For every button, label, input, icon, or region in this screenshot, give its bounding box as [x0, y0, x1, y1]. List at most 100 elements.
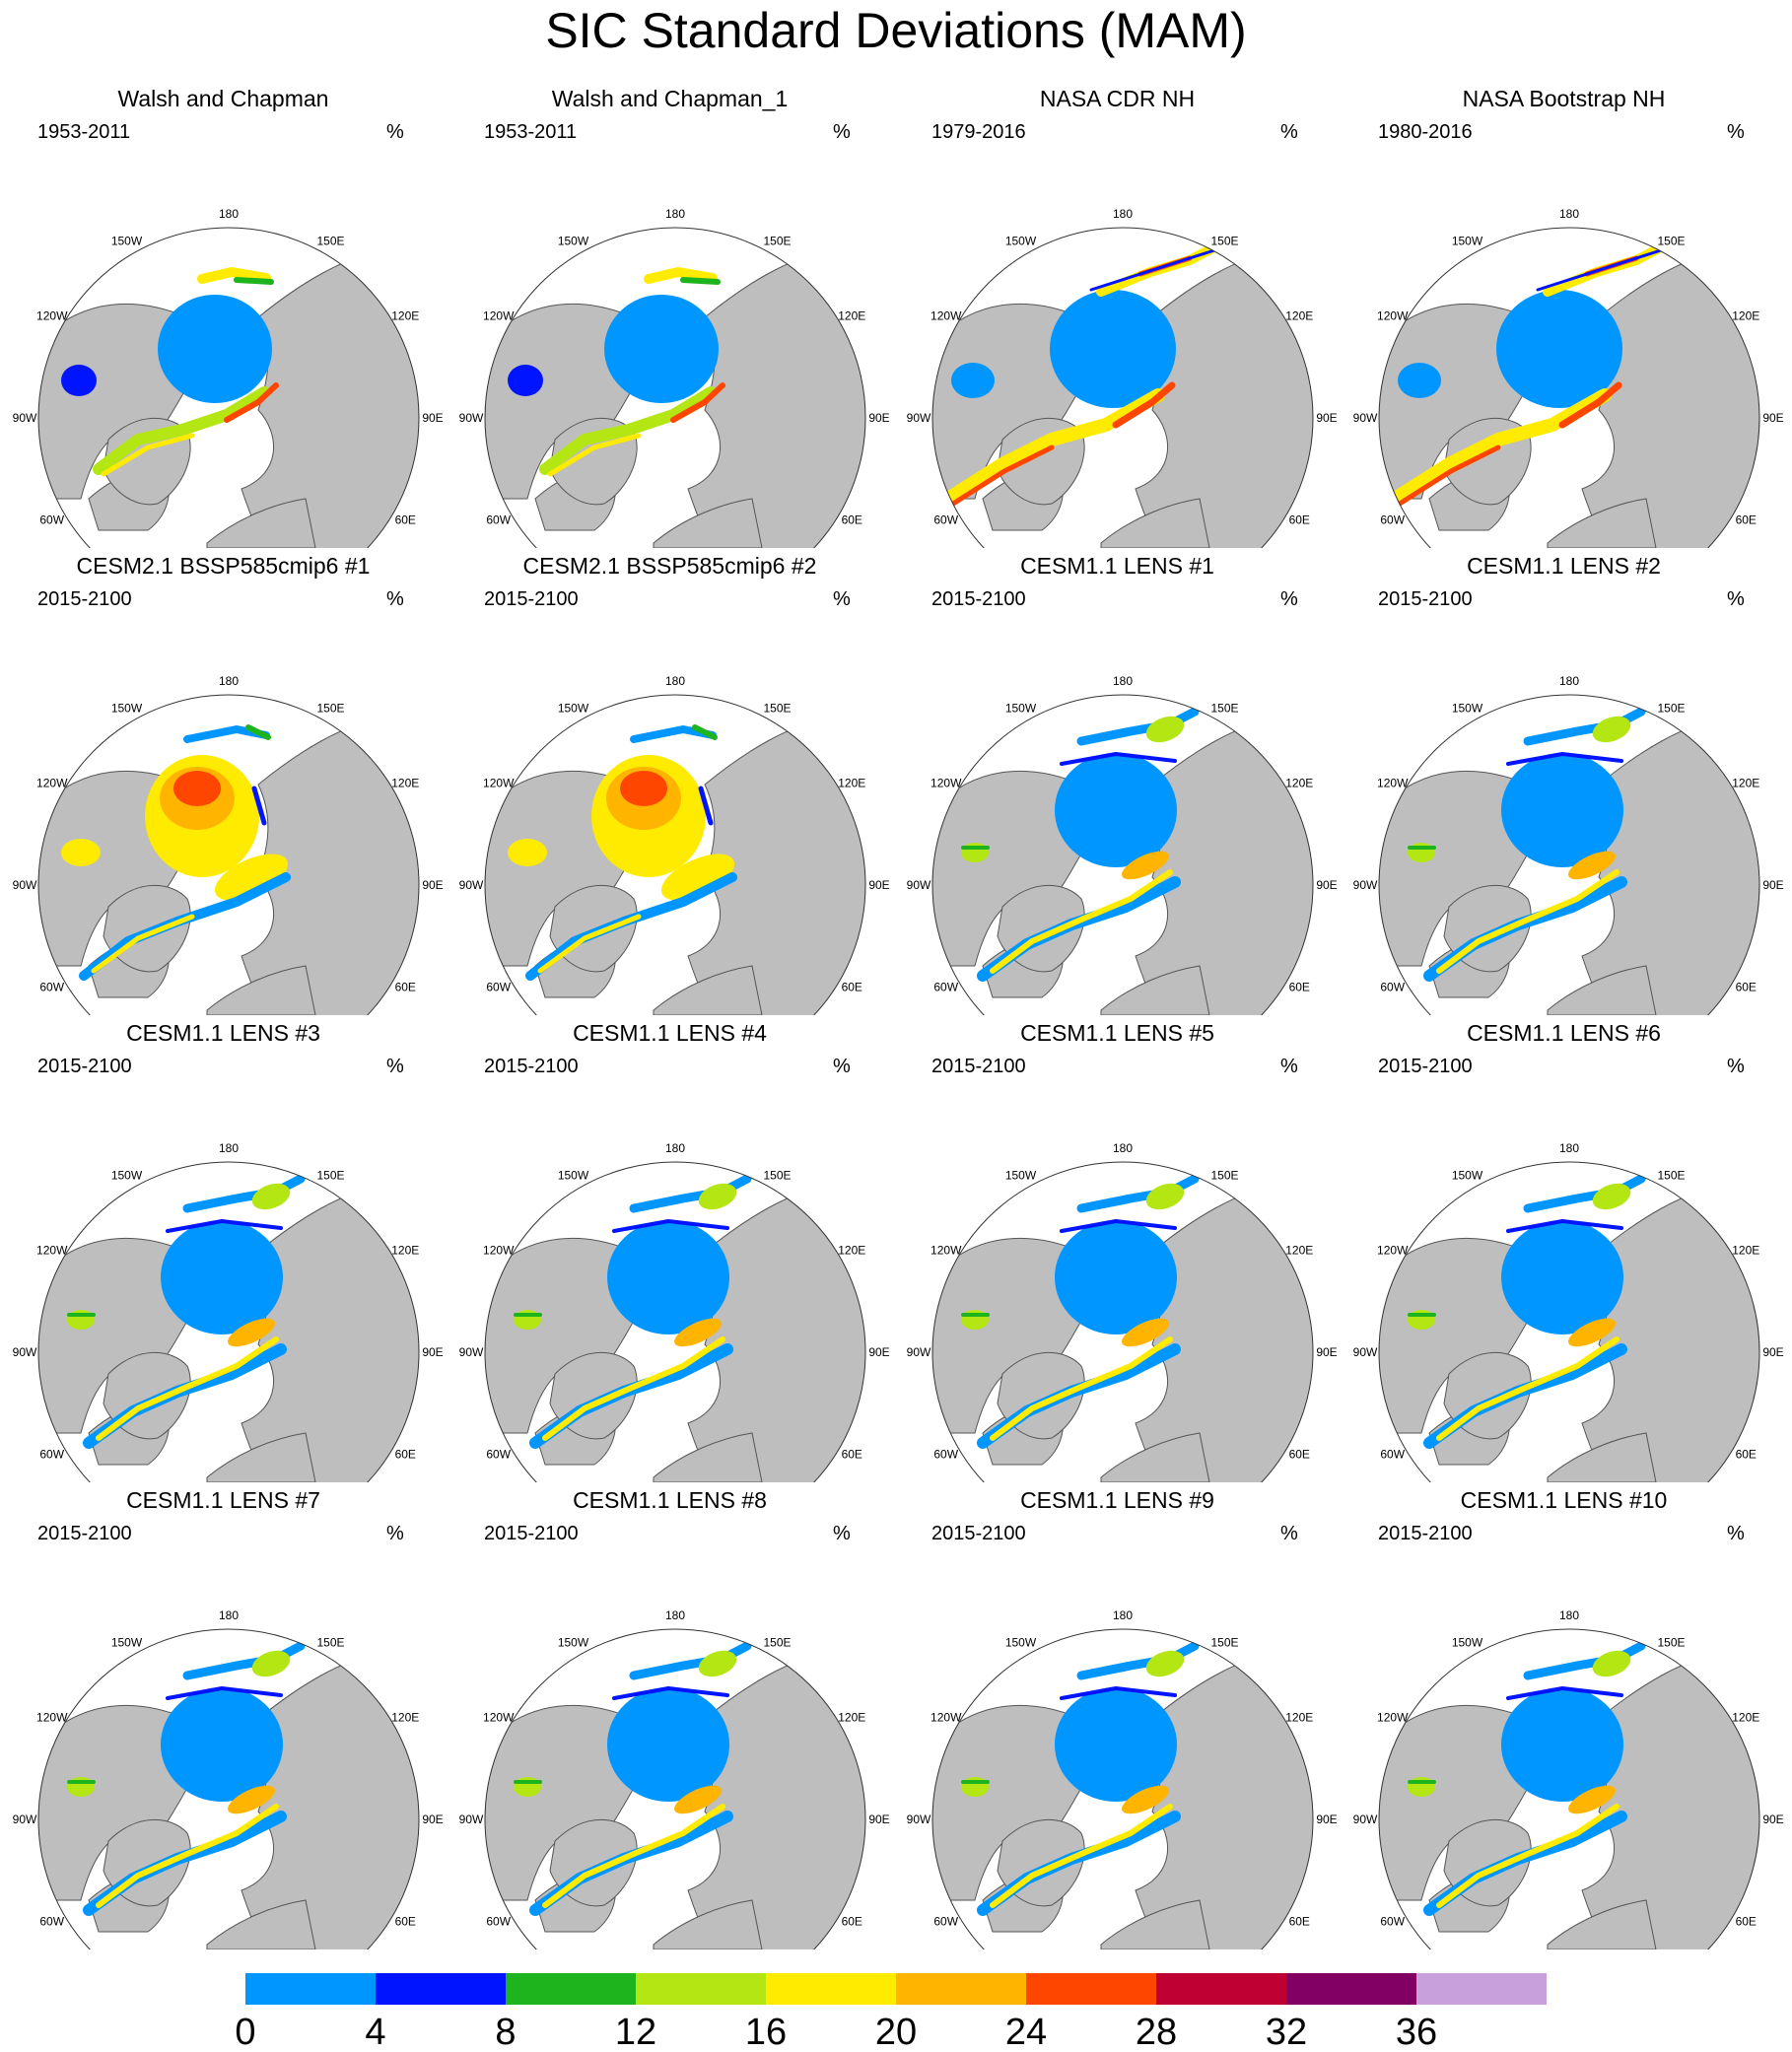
arctic-basin-field — [161, 1687, 283, 1802]
panel-title: CESM1.1 LENS #10 — [1460, 1487, 1668, 1513]
map-content — [485, 1641, 865, 1949]
map-panel: NASA Bootstrap NH 1980-2016% 180 150E 120E 90… — [1341, 85, 1787, 548]
longitude-label: 120E — [391, 1244, 419, 1258]
colorbar-swatch — [506, 1973, 636, 2005]
colorbar-swatch — [1156, 1973, 1286, 2005]
colorbar-swatch — [896, 1973, 1026, 2005]
map-panel: CESM1.1 LENS #6 2015-2100% 180 150E 120E 90E 6… — [1341, 1019, 1787, 1482]
colorbar-swatch — [1286, 1973, 1416, 2005]
longitude-label: 60W — [933, 1448, 958, 1462]
sic-band — [1436, 869, 1620, 974]
map-panel: CESM1.1 LENS #7 2015-2100% 180 150E 120E 90E 6… — [0, 1486, 447, 1949]
sic-band — [1112, 381, 1176, 429]
panel-title: CESM1.1 LENS #2 — [1467, 553, 1661, 579]
longitude-label: 60W — [1380, 981, 1405, 994]
polar-map: 180150E120E90E60E30E030W60W90W120W150W — [907, 674, 1338, 1015]
map-boundary — [37, 1161, 420, 1482]
sic-band — [166, 1219, 283, 1233]
colorbar-swatch — [245, 1973, 376, 2005]
longitude-label: 150E — [316, 1636, 344, 1650]
polar-map: 180150E120E90E60E30E030W60W90W120W150W — [459, 1141, 890, 1482]
map-content — [485, 1174, 865, 1482]
panel-period: 1979-2016 — [931, 121, 1026, 143]
unit-label: % — [386, 1523, 404, 1544]
sic-field-patch — [620, 771, 667, 806]
longitude-label: 90W — [459, 411, 484, 425]
unit-label: % — [833, 121, 851, 143]
map-panel: Walsh and Chapman 1953-2011% 180 150E 120E 90… — [0, 85, 447, 548]
longitude-label: 120W — [36, 1244, 68, 1258]
longitude-label: 60W — [486, 981, 511, 994]
longitude-label: 60W — [39, 981, 64, 994]
longitude-label: 150W — [558, 1169, 589, 1183]
arctic-basin-field — [607, 1687, 729, 1802]
colorbar-swatch — [1416, 1973, 1547, 2005]
colorbar-tick-label: 28 — [1136, 2012, 1177, 2052]
polar-map: 180150E120E90E60E30E030W60W90W120W150W — [459, 207, 890, 548]
map-panel: CESM1.1 LENS #8 2015-2100% 180 150E 120E 90E 6… — [447, 1486, 893, 1949]
colorbar-swatch — [376, 1973, 506, 2005]
longitude-label: 60E — [395, 1448, 416, 1462]
pacific-ice-edge — [197, 267, 271, 284]
arctic-basin-field — [1055, 1220, 1177, 1334]
longitude-label: 150E — [1210, 1169, 1238, 1183]
longitude-label: 90E — [1762, 1345, 1783, 1359]
longitude-label: 90E — [422, 1345, 443, 1359]
panel-title: CESM1.1 LENS #9 — [1020, 1487, 1214, 1513]
longitude-label: 90E — [1762, 1813, 1783, 1826]
panel-period: 2015-2100 — [1378, 588, 1473, 610]
sic-field-patch — [1122, 1785, 1169, 1814]
unit-label: % — [1280, 121, 1298, 143]
arctic-basin-field — [1501, 1220, 1623, 1334]
map-panel: Walsh and Chapman_1 1953-2011% 180 150E 120E… — [447, 85, 893, 548]
longitude-label: 180 — [665, 674, 685, 688]
polar-map: 180150E120E90E60E30E030W60W90W120W150W — [13, 1141, 444, 1482]
panel-period: 2015-2100 — [37, 588, 132, 610]
sic-band — [1506, 1219, 1623, 1233]
polar-map: 180150E120E90E60E30E030W60W90W120W150W — [907, 207, 1338, 548]
longitude-label: 150W — [1005, 1636, 1037, 1650]
longitude-label: 150E — [1657, 1636, 1685, 1650]
map-content — [1379, 1641, 1759, 1949]
longitude-label: 150E — [1657, 702, 1685, 716]
longitude-label: 60W — [1380, 1915, 1405, 1929]
longitude-label: 120W — [930, 309, 962, 323]
longitude-label: 60W — [933, 513, 958, 527]
sic-field-patch — [228, 1785, 275, 1814]
sic-field-patch — [228, 1318, 275, 1347]
longitude-label: 150E — [763, 1636, 791, 1650]
sic-field-patch — [1145, 716, 1185, 743]
sic-field-patch — [698, 1650, 737, 1677]
map-content — [38, 1174, 419, 1482]
panel-title: CESM1.1 LENS #8 — [573, 1487, 767, 1513]
arctic-basin-field — [158, 295, 272, 403]
longitude-label: 150W — [1005, 235, 1037, 248]
longitude-label: 60W — [486, 1915, 511, 1929]
polar-map: 180150E120E90E60E30E030W60W90W120W150W — [907, 1608, 1338, 1949]
sic-field-patch — [674, 1318, 722, 1347]
atlantic-ice-edge — [539, 386, 717, 475]
map-boundary — [1378, 1628, 1760, 1949]
arctic-basin-field — [161, 1220, 283, 1334]
longitude-label: 90W — [13, 1345, 37, 1359]
longitude-label: 120W — [483, 777, 515, 790]
map-panel: CESM2.1 BSSP585cmip6 #2 2015-2100% 180 150E… — [447, 552, 893, 1015]
longitude-label: 180 — [219, 674, 239, 688]
sic-band — [1089, 248, 1216, 292]
longitude-label: 90W — [907, 411, 931, 425]
pacific-ice-edge — [644, 267, 718, 284]
longitude-label: 90W — [459, 1813, 484, 1826]
map-boundary — [1378, 227, 1760, 548]
longitude-label: 90W — [907, 1813, 931, 1826]
longitude-label: 90W — [13, 878, 37, 892]
panel-title: Walsh and Chapman — [117, 86, 329, 111]
sic-band — [612, 1686, 729, 1700]
panel-period: 1953-2011 — [37, 121, 131, 143]
longitude-label: 150W — [111, 1636, 143, 1650]
sic-field-patch — [1145, 1183, 1185, 1210]
land-mass — [1100, 498, 1210, 548]
sic-field-patch — [1592, 1650, 1631, 1677]
longitude-label: 150E — [1657, 1169, 1685, 1183]
sic-field-patch — [1568, 1785, 1616, 1814]
longitude-label: 90E — [1316, 411, 1337, 425]
